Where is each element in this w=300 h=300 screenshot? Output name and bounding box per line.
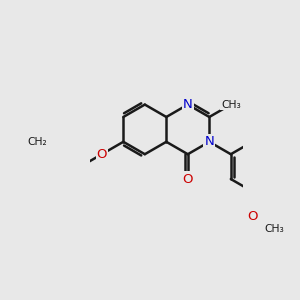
Text: N: N xyxy=(204,135,214,148)
Text: CH₃: CH₃ xyxy=(264,224,284,234)
Text: CH₃: CH₃ xyxy=(221,100,241,110)
Text: O: O xyxy=(247,210,258,223)
Text: O: O xyxy=(97,148,107,161)
Text: N: N xyxy=(183,98,193,111)
Text: CH₂: CH₂ xyxy=(27,137,47,147)
Text: O: O xyxy=(183,172,193,185)
